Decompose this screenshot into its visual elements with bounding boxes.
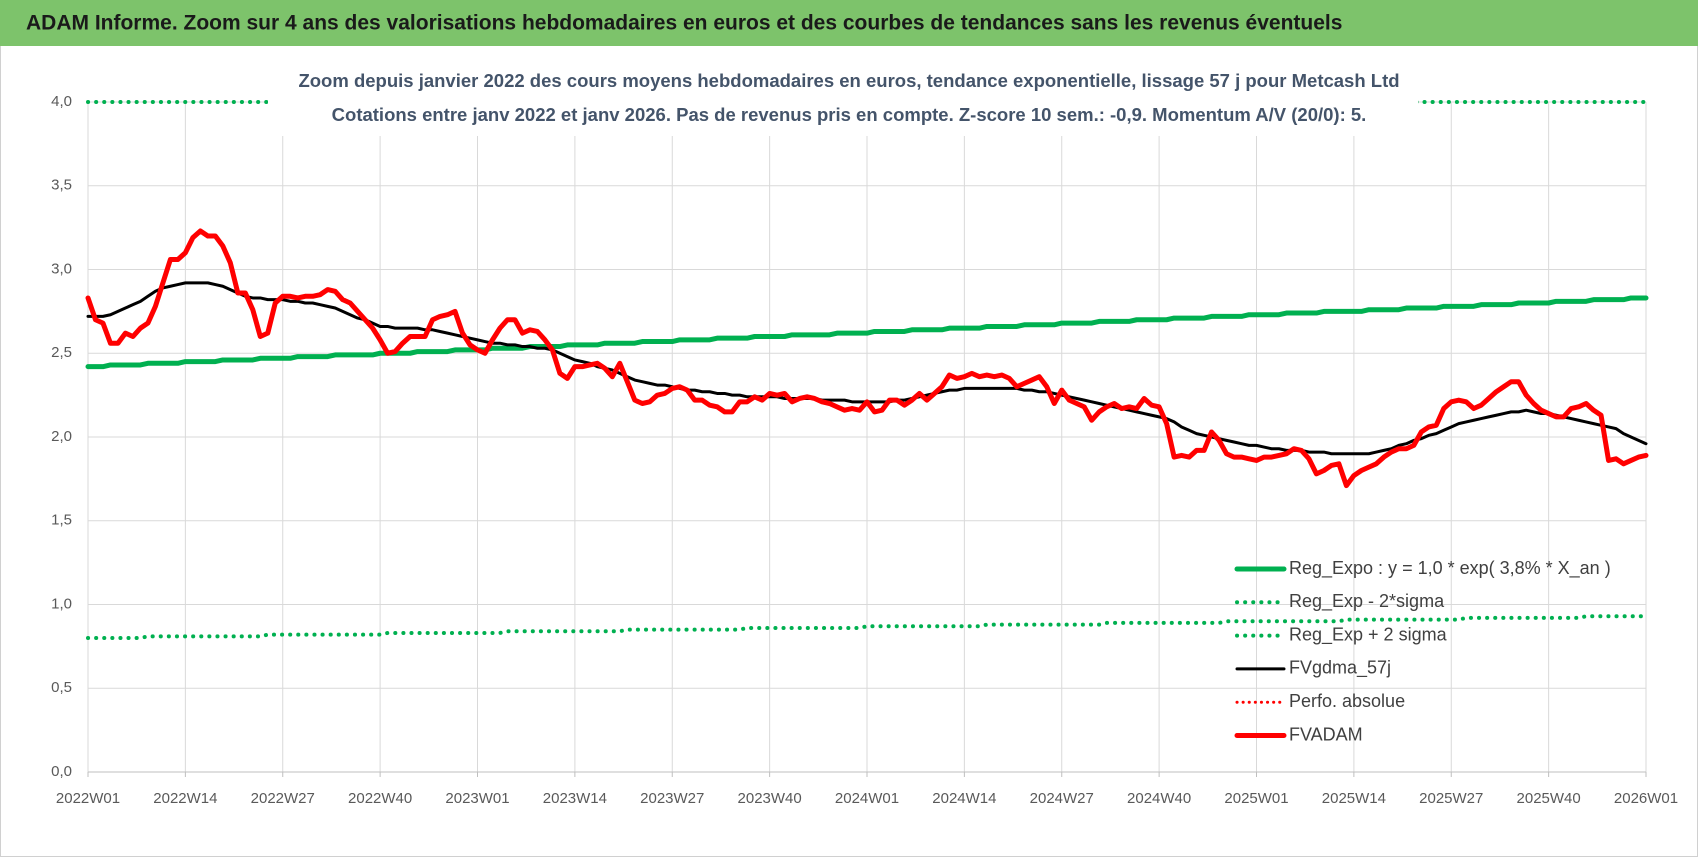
x-tick-label: 2024W40 [1127, 790, 1191, 807]
y-tick-label: 4,0 [51, 93, 72, 110]
legend-label: Reg_Exp - 2*sigma [1289, 591, 1445, 612]
header-title: ADAM Informe. Zoom sur 4 ans des valoris… [26, 12, 1342, 35]
series-line [85, 228, 1649, 489]
x-tick-label: 2023W01 [445, 790, 509, 807]
x-tick-label: 2023W14 [543, 790, 607, 807]
header-bar [0, 0, 1698, 46]
title-background [268, 64, 1418, 136]
y-tick-label: 1,5 [51, 512, 72, 529]
y-tick-label: 3,5 [51, 177, 72, 194]
x-tick-label: 2025W27 [1419, 790, 1483, 807]
legend-label: FVgdma_57j [1289, 658, 1391, 679]
series-line [85, 295, 1649, 370]
y-tick-label: 1,0 [51, 595, 72, 612]
x-tick-label: 2025W01 [1224, 790, 1288, 807]
x-tick-label: 2026W01 [1614, 790, 1678, 807]
x-tick-label: 2022W01 [56, 790, 120, 807]
x-tick-label: 2023W40 [738, 790, 802, 807]
x-tick-label: 2023W27 [640, 790, 704, 807]
chart-title: Zoom depuis janvier 2022 des cours moyen… [298, 70, 1399, 91]
x-tick-label: 2024W14 [932, 790, 996, 807]
legend-label: Perfo. absolue [1289, 691, 1405, 711]
x-tick-label: 2022W14 [153, 790, 217, 807]
x-tick-label: 2022W27 [251, 790, 315, 807]
x-tick-label: 2024W27 [1030, 790, 1094, 807]
legend-label: FVADAM [1289, 724, 1363, 744]
y-tick-label: 2,0 [51, 428, 72, 445]
x-tick-label: 2025W40 [1517, 790, 1581, 807]
x-tick-label: 2025W14 [1322, 790, 1386, 807]
x-tick-label: 2022W40 [348, 790, 412, 807]
y-tick-label: 2,5 [51, 344, 72, 361]
chart-subtitle: Cotations entre janv 2022 et janv 2026. … [332, 104, 1367, 125]
y-tick-label: 0,0 [51, 763, 72, 780]
legend-label: Reg_Expo : y = 1,0 * exp( 3,8% * X_an ) [1289, 558, 1611, 579]
y-tick-label: 0,5 [51, 679, 72, 696]
y-tick-label: 3,0 [51, 260, 72, 277]
legend-label: Reg_Exp + 2 sigma [1289, 624, 1448, 645]
x-tick-label: 2024W01 [835, 790, 899, 807]
series-line [86, 614, 1648, 640]
